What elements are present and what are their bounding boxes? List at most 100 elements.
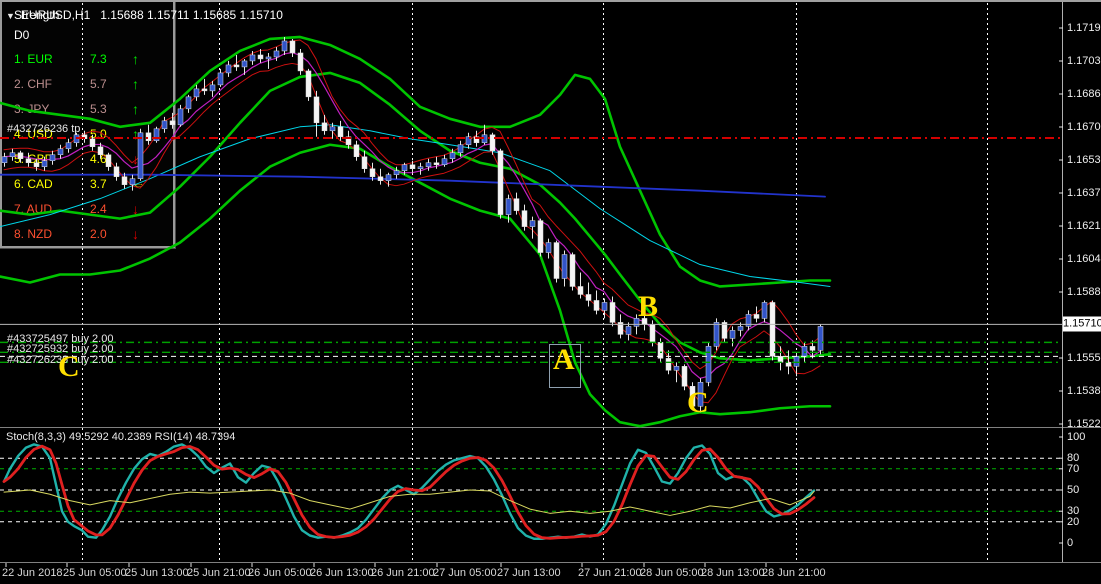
oscillator-scale-label: 20 [1067,515,1080,528]
take-profit-line[interactable] [0,136,1062,139]
time-axis-label[interactable]: 25 Jun 13:00 [125,567,189,579]
candle-body [761,302,768,319]
candle-body [785,362,792,367]
candle-body [217,72,224,86]
candle-body [457,144,464,154]
candle-body [185,96,192,110]
candle-body [1,156,8,163]
price-axis-label: 1.15550 [1067,352,1101,364]
candle-body [105,154,112,167]
candle-body [145,132,152,142]
candle-body [49,154,56,161]
candle-body [313,96,320,124]
candle-body [393,170,400,175]
trade-order-label[interactable]: #432725932 buy 2.00 [7,343,114,355]
time-axis-label[interactable]: 27 Jun 21:00 [578,567,642,579]
time-axis-label[interactable]: 25 Jun 05:00 [63,567,127,579]
price-axis-label: 1.16865 [1067,88,1101,100]
candle-body [649,324,656,343]
time-axis-label[interactable]: 28 Jun 13:00 [701,567,765,579]
candle-body [577,286,584,295]
strength-row-chf: 2. CHF 5.7 ↑ [2,71,173,96]
oscillator-scale-label: 0 [1067,537,1074,549]
candle-body [25,158,32,163]
price-axis-label: 1.16700 [1067,121,1101,133]
candle-body [289,40,296,54]
trend-arrow-icon: ↑ [132,125,139,142]
candle-body [425,162,432,167]
bollinger-lower [0,143,832,428]
candle-body [121,176,128,185]
candle-body [265,56,272,60]
time-axis-label[interactable]: 26 Jun 05:00 [248,567,312,579]
candle-body [241,60,248,68]
time-axis-label[interactable]: 25 Jun 21:00 [187,567,251,579]
candle-body [673,366,680,371]
annotation-letter-c[interactable]: C [687,386,709,419]
candle-body [57,148,64,155]
candle-body [161,120,168,130]
trend-arrow-icon: ↓ [132,225,139,242]
annotation-letter-b[interactable]: B [638,290,659,323]
candle-body [513,198,520,211]
trend-arrow-icon: ↑ [132,75,139,92]
annotation-letter-c[interactable]: C [58,350,80,383]
candle-body [33,162,40,167]
candle-body [753,314,760,319]
currency-strength-panel: Strength D0 1. EUR 7.3 ↑ 2. CHF 5.7 ↑ 3. JPY 5.… [0,0,176,249]
time-axis-label[interactable]: 26 Jun 21:00 [371,567,435,579]
candle-body [737,326,744,331]
strength-rows: 1. EUR 7.3 ↑ 2. CHF 5.7 ↑ 3. JPY 5.3 ↑ 4. USD 5.0 ↑… [2,46,173,246]
strength-row-cad: 6. CAD 3.7 ⇔ [2,171,173,196]
strength-value: 3.7 [90,176,107,191]
candle-body [601,302,608,311]
annotation-letter-a[interactable]: A [553,343,575,376]
time-axis-label[interactable]: 27 Jun 05:00 [433,567,497,579]
trade-order-label[interactable]: #432726236 buy 2.00 [7,354,114,366]
time-axis-label[interactable]: 22 Jun 2018 [2,567,63,579]
time-axis-label[interactable]: 27 Jun 13:00 [497,567,561,579]
candle-body [449,152,456,159]
time-axis-label[interactable]: 26 Jun 13:00 [310,567,374,579]
currency-label: 8. NZD [14,226,53,241]
time-axis-label[interactable]: 28 Jun 21:00 [762,567,826,579]
candle-body [409,164,416,169]
candle-body [329,126,336,132]
candle-body [257,54,264,60]
candle-body [233,64,240,68]
candle-body [433,162,440,165]
candle-body [225,64,232,74]
candle-body [113,166,120,177]
candle-body [177,108,184,126]
candle-body [745,314,752,327]
price-axis-label: 1.16370 [1067,187,1101,199]
strength-row-nzd: 8. NZD 2.0 ↓ [2,221,173,246]
candle-body [209,84,216,92]
trade-order-label[interactable]: #433725497 buy 2.00 [7,333,114,345]
candle-body [801,346,808,357]
candle-body [721,322,728,339]
price-axis-label: 1.15220 [1067,418,1101,430]
current-price-box: 1.15710 [1063,316,1101,332]
bollinger-upper [0,35,832,288]
oscillator-scale-label: 100 [1067,431,1086,443]
candle-body [625,326,632,335]
stoch-main-line [2,443,816,540]
trade-order-label[interactable]: #432726236 tp [7,123,81,135]
chart-dropdown-icon[interactable]: ▼ [6,11,15,21]
oscillator-scale-label: 70 [1067,462,1080,475]
candle-body [633,318,640,327]
candle-body [281,40,288,52]
price-axis-label: 1.17030 [1067,55,1101,67]
price-axis-label: 1.15385 [1067,385,1101,397]
candle-body [569,254,576,287]
candle-body [705,346,712,383]
candle-body [537,220,544,253]
price-axis-label: 1.16535 [1067,154,1101,166]
candle-body [497,150,504,215]
time-axis-label[interactable]: 28 Jun 05:00 [640,567,704,579]
candle-body [809,346,816,351]
trend-arrow-icon: ↓ [132,150,139,167]
